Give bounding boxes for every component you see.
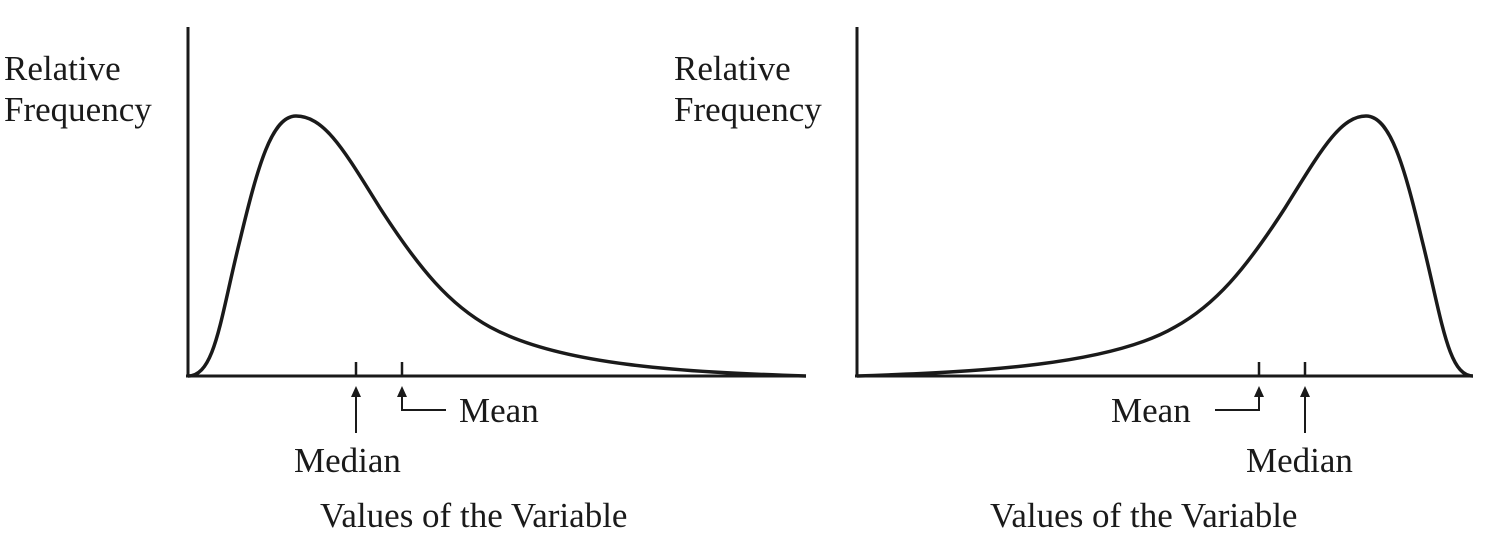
mean-label: Mean <box>1111 391 1191 430</box>
distribution-curve <box>856 114 1474 378</box>
distribution-curve <box>187 114 807 378</box>
mean-arrow-head <box>397 386 407 397</box>
median-arrow-head <box>1300 386 1310 397</box>
median-label: Median <box>1246 441 1353 480</box>
panel-left-skewed: Relative Frequency Mean Median Values of… <box>674 27 1474 535</box>
x-axis-label: Values of the Variable <box>990 496 1297 535</box>
x-axis-label: Values of the Variable <box>320 496 627 535</box>
y-axis-label-line1: Relative <box>674 49 791 88</box>
y-axis-label-line2: Frequency <box>674 90 822 129</box>
mean-pointer <box>401 392 446 411</box>
y-axis-label-line2: Frequency <box>4 90 152 129</box>
panel-right-skewed: Relative Frequency Median Mean Values of… <box>4 27 807 535</box>
mean-pointer <box>1215 392 1260 411</box>
mean-arrow-head <box>1254 386 1264 397</box>
y-axis-label-line1: Relative <box>4 49 121 88</box>
mean-label: Mean <box>459 391 539 430</box>
median-label: Median <box>294 441 401 480</box>
median-arrow-head <box>351 386 361 397</box>
